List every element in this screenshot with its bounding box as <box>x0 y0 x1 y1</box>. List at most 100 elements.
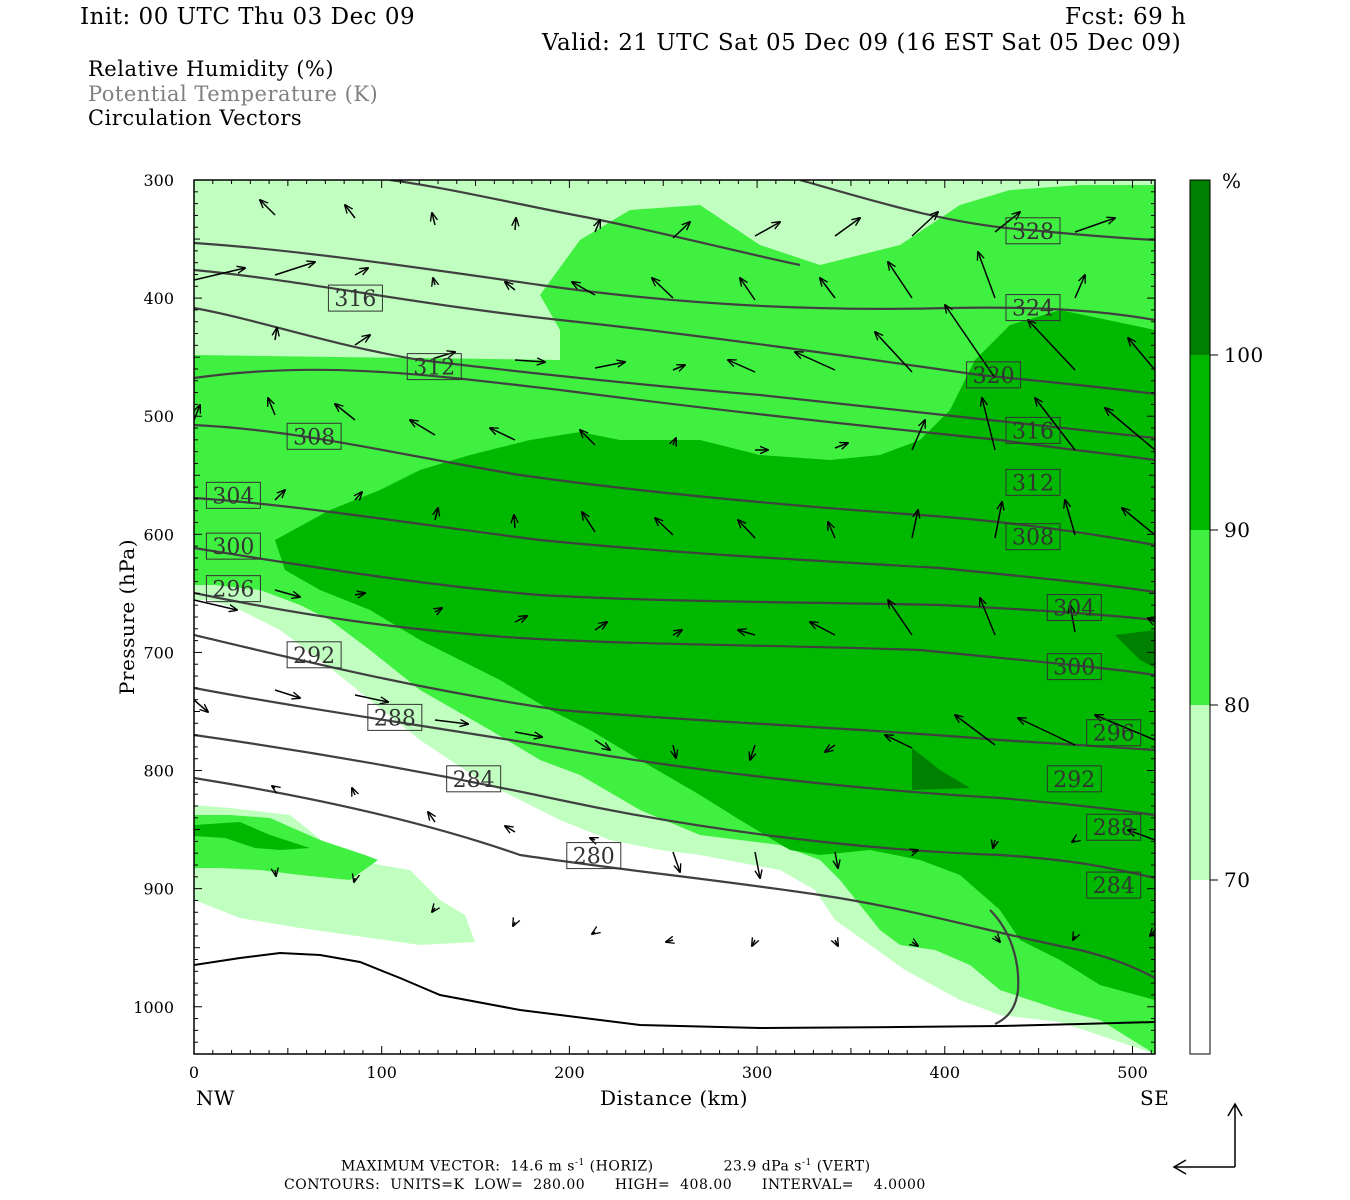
theta-label: 284 <box>453 768 495 793</box>
vector <box>435 508 438 521</box>
x-end-right: SE <box>1140 1086 1169 1110</box>
vector <box>594 739 610 750</box>
theta-label: 300 <box>1053 656 1095 681</box>
theta-label-box <box>205 532 261 560</box>
vector <box>194 599 237 610</box>
vector <box>513 922 515 926</box>
vector <box>490 428 516 441</box>
vector <box>572 282 596 296</box>
vector <box>875 332 913 373</box>
vector <box>1028 320 1076 371</box>
theta-label: 288 <box>374 706 416 731</box>
theta-label-box <box>1005 416 1061 444</box>
vector <box>835 851 838 868</box>
theta-312 <box>194 368 1155 462</box>
vector <box>428 812 435 823</box>
vector <box>1148 618 1155 622</box>
vector <box>580 430 596 446</box>
vector <box>955 715 996 746</box>
vector <box>435 608 442 612</box>
vector <box>594 622 607 631</box>
theta-label: 304 <box>212 484 254 509</box>
theta-label-box <box>327 284 383 312</box>
colorbar-label: 80 <box>1224 693 1250 717</box>
vector <box>354 593 365 595</box>
theta-label-box <box>367 703 423 731</box>
theta-label: 300 <box>212 535 254 560</box>
theta-label: 316 <box>1012 419 1054 444</box>
vector <box>1074 218 1115 233</box>
reference-vector-arrows <box>1172 1102 1243 1175</box>
vector <box>354 694 388 702</box>
colorbar-swatch-80 <box>1190 530 1210 705</box>
theta-label: 304 <box>1053 597 1095 622</box>
vector <box>1073 936 1075 940</box>
vector <box>911 212 938 237</box>
vector <box>345 205 356 219</box>
vector <box>828 522 836 539</box>
vector <box>888 600 913 636</box>
theta-label-box <box>1046 765 1102 793</box>
init-time: Init: 00 UTC Thu 03 Dec 09 <box>80 4 416 30</box>
theta-304 <box>194 496 1155 594</box>
theta-label-box <box>406 353 462 381</box>
vector <box>274 262 315 276</box>
theta-label: 324 <box>1012 297 1054 322</box>
theta-316 <box>194 306 1155 440</box>
vector <box>912 942 918 946</box>
vector <box>514 616 527 622</box>
x-tick-label: 100 <box>366 1063 397 1082</box>
x-end-left: NW <box>196 1086 235 1110</box>
vector <box>1122 508 1155 536</box>
vector <box>268 398 276 416</box>
vector <box>752 940 755 946</box>
theta-contours <box>194 180 1155 1030</box>
vector <box>274 490 285 501</box>
theta-label-box <box>1086 813 1142 841</box>
vector <box>514 360 545 362</box>
theta-label: 280 <box>573 845 615 870</box>
vector <box>666 940 673 942</box>
vector <box>945 305 996 379</box>
theta-label: 284 <box>1093 874 1135 899</box>
vector <box>434 720 468 724</box>
theta-label-box <box>1046 594 1102 622</box>
vector <box>1035 398 1076 451</box>
vector <box>750 744 755 760</box>
y-tick-label: 400 <box>143 289 174 308</box>
vector <box>515 218 516 231</box>
vector <box>432 908 435 912</box>
vector <box>194 699 208 712</box>
theta-label: 308 <box>293 425 335 450</box>
vector <box>672 365 685 370</box>
vector <box>505 826 516 832</box>
colorbar-swatch-90 <box>1190 355 1210 530</box>
vector <box>1150 930 1155 936</box>
vector <box>354 878 355 882</box>
axis-tick-labels: 0 100 200 300 400 500 300 400 500 600 700 800 900 100… <box>133 171 1147 1082</box>
vector <box>1128 338 1155 371</box>
theta-contour-labels: 328 324 316 312 320 316 308 312 304 308 300 296 304 2… <box>205 217 1142 899</box>
colorbar-label: 90 <box>1224 518 1250 542</box>
vector <box>888 262 913 299</box>
theta-label: 308 <box>1012 526 1054 551</box>
vector <box>738 630 756 635</box>
x-tick-label: 0 <box>189 1063 199 1082</box>
theta-320 <box>194 268 1155 396</box>
vector <box>980 598 996 636</box>
x-tick-label: 200 <box>554 1063 585 1082</box>
vector <box>652 278 674 299</box>
vector <box>1018 718 1076 746</box>
circulation-vectors <box>194 200 1155 946</box>
vector <box>335 404 356 421</box>
y-tick-label: 300 <box>143 171 174 190</box>
theta-label-box <box>446 765 502 793</box>
vector <box>995 936 1000 942</box>
theta-308 <box>194 423 1155 547</box>
vector <box>740 278 756 301</box>
theta-label-box <box>566 842 622 870</box>
vector <box>1105 408 1155 451</box>
vector <box>994 502 1002 539</box>
vector <box>738 520 756 539</box>
colorbar-frame <box>1189 179 1211 1055</box>
